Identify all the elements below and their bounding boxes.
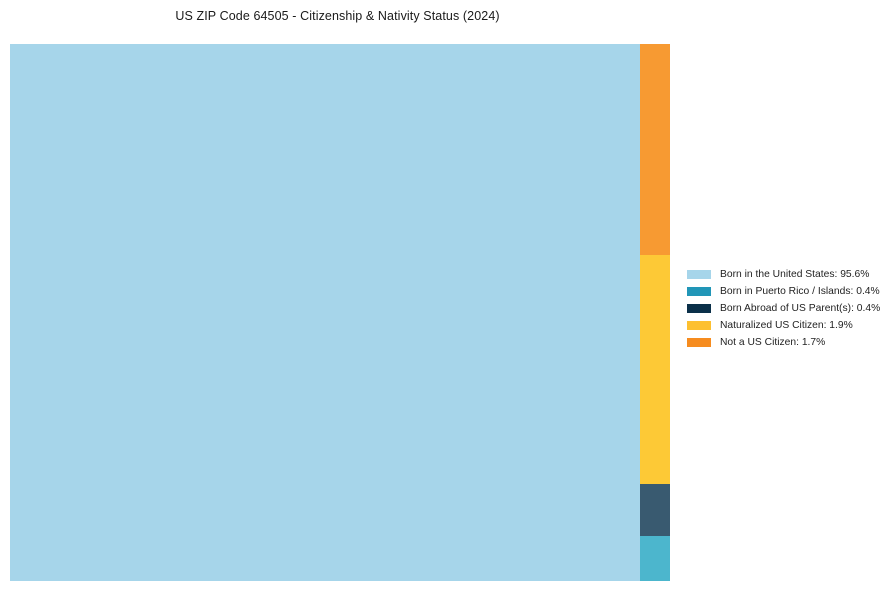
legend-item[interactable]: Not a US Citizen: 1.7% (687, 334, 882, 351)
legend-item-label: Born in the United States: 95.6% (720, 269, 870, 280)
legend-item[interactable]: Born in Puerto Rico / Islands: 0.4% (687, 283, 882, 300)
legend-item-label: Born in Puerto Rico / Islands: 0.4% (720, 286, 880, 297)
legend-swatch-icon (687, 270, 711, 279)
treemap-tile-born-in-the-united-states[interactable] (10, 44, 640, 581)
treemap-plot-area (10, 44, 670, 581)
legend-item-label: Naturalized US Citizen: 1.9% (720, 320, 853, 331)
legend-swatch-icon (687, 287, 711, 296)
treemap-tile-born-in-puerto-rico-islands[interactable] (640, 536, 670, 581)
chart-legend: Born in the United States: 95.6% Born in … (687, 266, 882, 351)
legend-item-label: Born Abroad of US Parent(s): 0.4% (720, 303, 881, 314)
legend-swatch-icon (687, 338, 711, 347)
chart-title: US ZIP Code 64505 - Citizenship & Nativi… (175, 9, 500, 23)
legend-item-label: Not a US Citizen: 1.7% (720, 337, 826, 348)
legend-item[interactable]: Naturalized US Citizen: 1.9% (687, 317, 882, 334)
legend-swatch-icon (687, 321, 711, 330)
treemap-tile-naturalized-us-citizen[interactable] (640, 255, 670, 484)
legend-item[interactable]: Born Abroad of US Parent(s): 0.4% (687, 300, 882, 317)
treemap-tile-born-abroad-of-us-parents[interactable] (640, 484, 670, 536)
legend-swatch-icon (687, 304, 711, 313)
legend-item[interactable]: Born in the United States: 95.6% (687, 266, 882, 283)
treemap-tile-not-a-us-citizen[interactable] (640, 44, 670, 255)
